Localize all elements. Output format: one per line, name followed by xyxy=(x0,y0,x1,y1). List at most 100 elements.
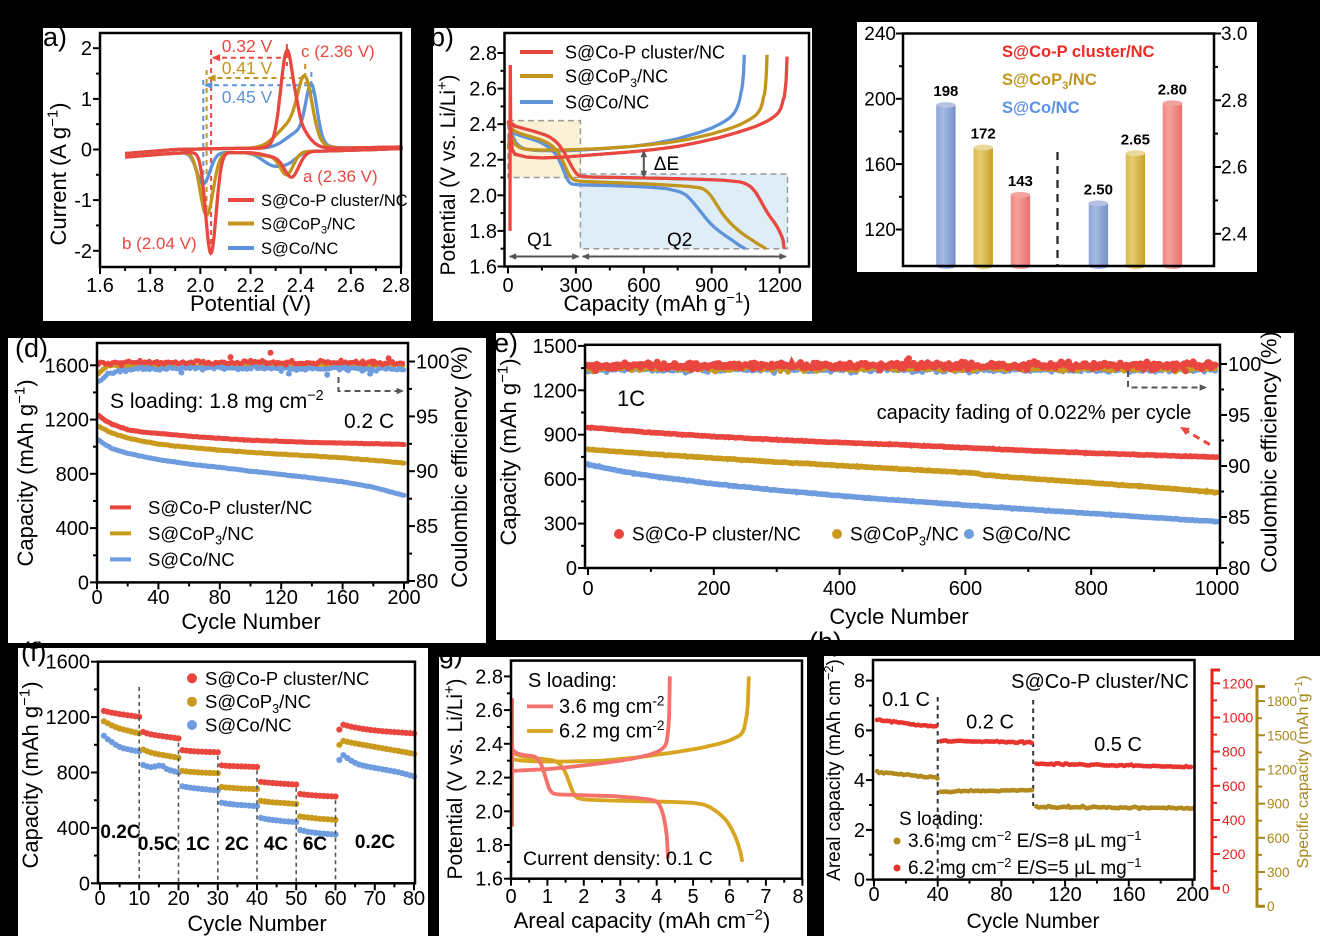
svg-text:60: 60 xyxy=(324,888,346,910)
svg-text:1: 1 xyxy=(81,89,92,111)
svg-text:800: 800 xyxy=(56,464,89,486)
svg-text:5: 5 xyxy=(688,886,699,908)
svg-text:Current (A g−1): Current (A g−1) xyxy=(45,102,71,245)
svg-text:0.2C: 0.2C xyxy=(100,822,140,843)
svg-text:800: 800 xyxy=(1222,744,1246,760)
svg-text:6.2 mg cm-2: 6.2 mg cm-2 xyxy=(559,718,664,743)
svg-text:S@Co-P cluster/NC: S@Co-P cluster/NC xyxy=(261,192,408,210)
svg-text:0: 0 xyxy=(94,888,105,910)
svg-text:300: 300 xyxy=(544,514,577,536)
svg-text:0: 0 xyxy=(1222,880,1230,896)
svg-text:80: 80 xyxy=(416,571,438,593)
svg-text:2.2: 2.2 xyxy=(469,150,497,172)
svg-text:1600: 1600 xyxy=(45,355,90,377)
svg-text:6: 6 xyxy=(724,886,735,908)
svg-text:95: 95 xyxy=(1228,405,1250,427)
svg-text:600: 600 xyxy=(544,469,577,491)
svg-text:90: 90 xyxy=(1228,456,1250,478)
svg-text:Potential (V): Potential (V) xyxy=(190,291,311,316)
svg-text:80: 80 xyxy=(209,587,231,609)
svg-text:1600: 1600 xyxy=(46,652,91,674)
svg-text:Capacity (mAh g−1): Capacity (mAh g−1) xyxy=(18,681,43,868)
svg-text:6.2 mg cm−2 E/S=5 μL mg−1: 6.2 mg cm−2 E/S=5 μL mg−1 xyxy=(908,855,1141,879)
svg-text:0: 0 xyxy=(566,558,577,580)
svg-text:Cycle Number: Cycle Number xyxy=(829,604,968,629)
svg-text:85: 85 xyxy=(1228,507,1250,529)
svg-text:2.4: 2.4 xyxy=(475,734,503,756)
svg-text:240: 240 xyxy=(864,24,896,45)
svg-text:400: 400 xyxy=(56,518,89,540)
svg-text:40: 40 xyxy=(147,587,169,609)
svg-text:2.0: 2.0 xyxy=(469,185,497,207)
svg-text:120: 120 xyxy=(1048,884,1081,906)
svg-text:900: 900 xyxy=(544,425,577,447)
svg-text:1200: 1200 xyxy=(1267,763,1297,778)
svg-text:(a): (a) xyxy=(34,22,67,52)
svg-text:200: 200 xyxy=(387,587,420,609)
svg-text:2.6: 2.6 xyxy=(337,275,365,297)
svg-text:S@Co-P cluster/NC: S@Co-P cluster/NC xyxy=(1011,671,1189,693)
svg-text:3.0: 3.0 xyxy=(1221,24,1247,45)
svg-text:2.8: 2.8 xyxy=(382,275,410,297)
svg-text:Cycle Number: Cycle Number xyxy=(181,609,320,634)
svg-text:ΔE: ΔE xyxy=(654,154,679,175)
svg-text:(d): (d) xyxy=(15,333,48,363)
svg-text:S loading: 1.8 mg cm−2: S loading: 1.8 mg cm−2 xyxy=(110,388,324,413)
svg-text:Current density: 0.1 C: Current density: 0.1 C xyxy=(523,848,713,870)
svg-text:Potential (V vs. Li/Li+): Potential (V vs. Li/Li+) xyxy=(442,679,467,880)
svg-text:S@Co-P cluster/NC: S@Co-P cluster/NC xyxy=(148,497,312,518)
svg-text:400: 400 xyxy=(823,578,856,600)
svg-text:40: 40 xyxy=(246,888,268,910)
svg-text:2: 2 xyxy=(854,820,865,842)
svg-text:1200: 1200 xyxy=(46,707,91,729)
svg-text:1200: 1200 xyxy=(757,275,802,297)
svg-text:7: 7 xyxy=(760,886,771,908)
svg-text:2.0: 2.0 xyxy=(186,275,214,297)
svg-text:2.6: 2.6 xyxy=(1221,158,1247,179)
svg-text:95: 95 xyxy=(416,406,438,428)
svg-text:(h): (h) xyxy=(809,627,842,657)
svg-text:8: 8 xyxy=(854,671,865,693)
svg-text:600: 600 xyxy=(627,275,660,297)
svg-text:400: 400 xyxy=(57,818,90,840)
svg-text:2: 2 xyxy=(578,886,589,908)
svg-text:1.8: 1.8 xyxy=(469,221,497,243)
svg-text:4C: 4C xyxy=(264,834,289,855)
svg-text:Coulombic efficiency (%): Coulombic efficiency (%) xyxy=(1257,333,1282,573)
svg-text:200: 200 xyxy=(697,578,730,600)
svg-text:0: 0 xyxy=(502,275,513,297)
svg-text:2C: 2C xyxy=(225,834,250,855)
svg-text:1C: 1C xyxy=(617,386,645,411)
svg-text:50: 50 xyxy=(285,888,307,910)
svg-text:Q1: Q1 xyxy=(527,230,552,251)
svg-text:3: 3 xyxy=(615,886,626,908)
svg-text:-2: -2 xyxy=(74,241,92,263)
svg-text:1C: 1C xyxy=(186,834,211,855)
svg-text:Capacity (mAh g−1): Capacity (mAh g−1) xyxy=(496,358,521,545)
svg-text:0: 0 xyxy=(854,870,865,892)
svg-text:S@Co-P cluster/NC: S@Co-P cluster/NC xyxy=(1002,43,1154,61)
svg-text:1: 1 xyxy=(542,886,553,908)
svg-text:70: 70 xyxy=(364,888,386,910)
svg-text:2.6: 2.6 xyxy=(475,700,503,722)
svg-text:0: 0 xyxy=(1267,899,1275,914)
svg-text:143: 143 xyxy=(1008,173,1033,190)
svg-text:2.2: 2.2 xyxy=(475,768,503,790)
svg-text:Potential (V vs. Li/Li+): Potential (V vs. Li/Li+) xyxy=(435,75,460,276)
svg-text:2.8: 2.8 xyxy=(469,43,497,65)
svg-text:S@CoP3/NC: S@CoP3/NC xyxy=(205,691,311,716)
svg-text:Capacity (mAh g−1): Capacity (mAh g−1) xyxy=(563,290,750,316)
svg-text:Cycle Number: Cycle Number xyxy=(966,910,1099,933)
svg-text:2.80: 2.80 xyxy=(1158,81,1187,98)
svg-text:0.41 V: 0.41 V xyxy=(222,58,273,78)
svg-text:1200: 1200 xyxy=(45,410,90,432)
svg-text:0.1 C: 0.1 C xyxy=(882,689,930,711)
svg-text:Areal capacity (mAh cm−2): Areal capacity (mAh cm−2) xyxy=(514,907,771,933)
svg-text:S@Co/NC: S@Co/NC xyxy=(205,715,292,736)
svg-text:S@CoP3/NC: S@CoP3/NC xyxy=(565,67,668,91)
svg-text:0.2 C: 0.2 C xyxy=(966,712,1014,734)
svg-text:400: 400 xyxy=(1222,812,1246,828)
svg-text:1.6: 1.6 xyxy=(86,275,114,297)
svg-text:3.6 mg cm-2: 3.6 mg cm-2 xyxy=(559,693,664,718)
svg-text:S@Co-P cluster/NC: S@Co-P cluster/NC xyxy=(205,668,369,689)
